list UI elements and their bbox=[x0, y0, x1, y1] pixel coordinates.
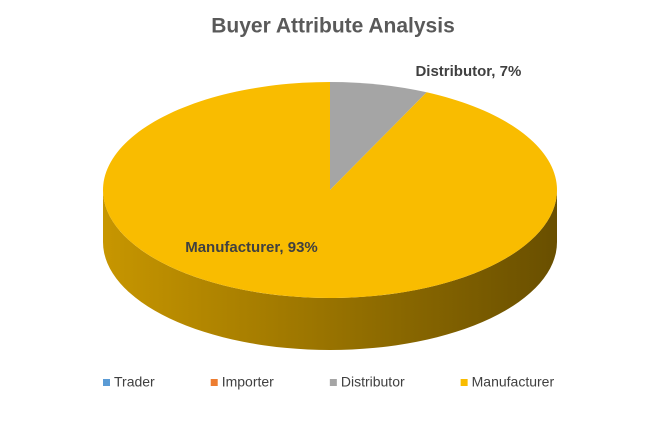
legend-label: Distributor bbox=[341, 374, 405, 390]
legend-swatch bbox=[460, 379, 468, 386]
legend-label: Trader bbox=[114, 374, 155, 390]
chart-title: Buyer Attribute Analysis bbox=[211, 15, 455, 38]
slice-side bbox=[103, 190, 557, 350]
legend-swatch bbox=[210, 379, 218, 386]
slice bbox=[330, 82, 427, 190]
data-label: Distributor, 7% bbox=[415, 63, 521, 80]
legend-swatch bbox=[103, 379, 110, 386]
legend-swatch bbox=[329, 379, 337, 386]
legend-label: Importer bbox=[222, 374, 274, 390]
slice bbox=[102, 82, 558, 298]
legend-label: Manufacturer bbox=[472, 374, 555, 390]
data-label: Manufacturer, 93% bbox=[185, 239, 318, 256]
